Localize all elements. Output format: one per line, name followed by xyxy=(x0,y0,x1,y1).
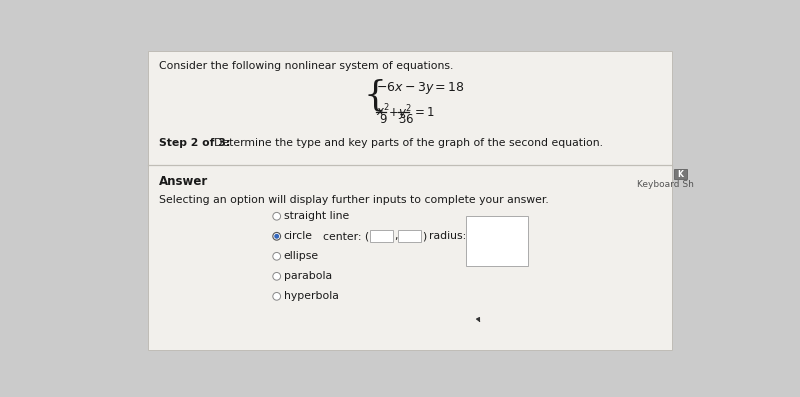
Text: center: (: center: ( xyxy=(323,231,370,241)
Text: $36$: $36$ xyxy=(398,113,414,126)
Text: K: K xyxy=(678,170,683,179)
Text: {: { xyxy=(363,79,386,112)
Text: ellipse: ellipse xyxy=(284,251,318,261)
Circle shape xyxy=(273,252,281,260)
Text: Determine the type and key parts of the graph of the second equation.: Determine the type and key parts of the … xyxy=(207,139,603,148)
Circle shape xyxy=(273,293,281,300)
Text: straight line: straight line xyxy=(284,211,349,221)
Text: $x^2$: $x^2$ xyxy=(376,103,390,119)
FancyBboxPatch shape xyxy=(148,166,672,350)
Circle shape xyxy=(273,272,281,280)
FancyBboxPatch shape xyxy=(370,230,393,243)
Text: circle: circle xyxy=(284,231,313,241)
Text: Keyboard Sh: Keyboard Sh xyxy=(637,180,694,189)
Text: hyperbola: hyperbola xyxy=(284,291,338,301)
Circle shape xyxy=(273,212,281,220)
FancyBboxPatch shape xyxy=(398,230,421,243)
Text: Selecting an option will display further inputs to complete your answer.: Selecting an option will display further… xyxy=(159,195,549,205)
Text: parabola: parabola xyxy=(284,271,332,281)
Text: $+$: $+$ xyxy=(388,106,399,119)
Text: $9$: $9$ xyxy=(378,113,387,126)
Text: $= 1$: $= 1$ xyxy=(411,106,434,119)
Text: ): ) xyxy=(422,231,426,241)
Text: $-6x - 3y = 18$: $-6x - 3y = 18$ xyxy=(376,80,465,96)
Text: radius:: radius: xyxy=(429,231,466,241)
Text: Consider the following nonlinear system of equations.: Consider the following nonlinear system … xyxy=(159,61,454,71)
Circle shape xyxy=(274,234,279,239)
FancyBboxPatch shape xyxy=(674,169,687,179)
Text: Step 2 of 3:: Step 2 of 3: xyxy=(159,139,230,148)
Circle shape xyxy=(273,232,281,240)
Text: $y^2$: $y^2$ xyxy=(398,103,413,123)
FancyBboxPatch shape xyxy=(466,216,528,266)
FancyBboxPatch shape xyxy=(148,51,672,165)
Text: ,: , xyxy=(394,231,398,241)
Text: Answer: Answer xyxy=(159,175,208,189)
